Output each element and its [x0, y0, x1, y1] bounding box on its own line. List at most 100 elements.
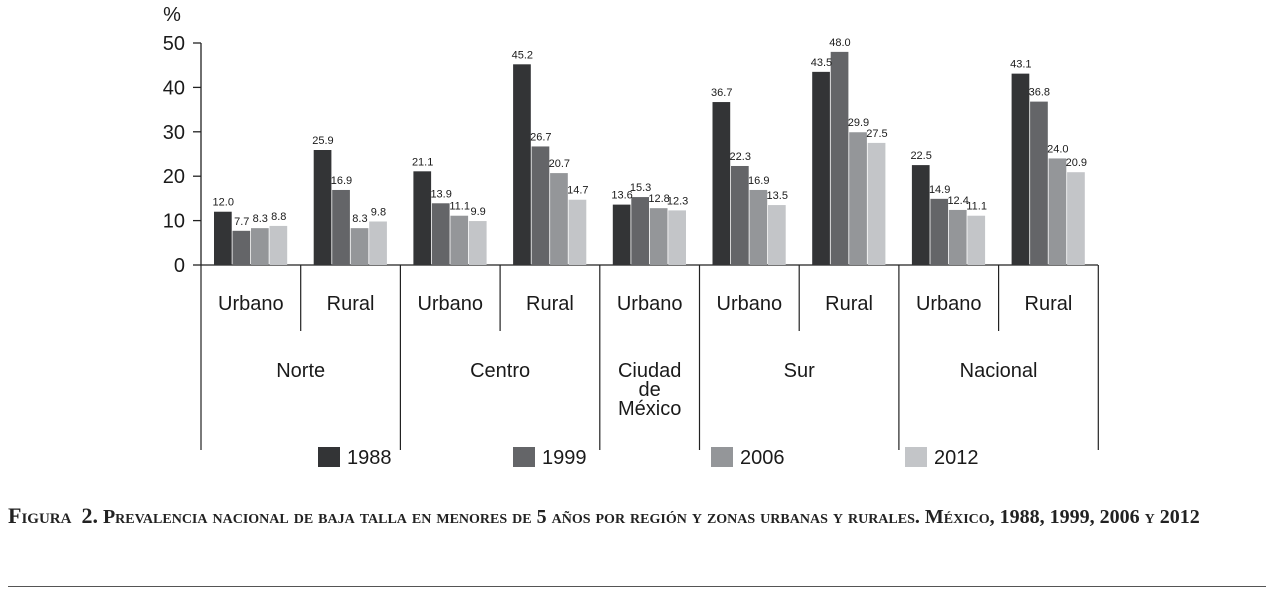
bar-2012 [668, 210, 686, 265]
legend-swatch-1988 [318, 447, 340, 467]
footer-rule [8, 586, 1266, 587]
bar-1999 [631, 197, 649, 265]
value-label: 11.1 [449, 201, 470, 213]
region-label: Ciudad [618, 360, 681, 382]
bar-1988 [911, 165, 930, 265]
bar-2012 [967, 215, 986, 265]
zone-label: Urbano [717, 293, 783, 315]
caption-text: Prevalencia nacional de baja talla en me… [102, 506, 1200, 528]
value-label: 9.8 [371, 206, 386, 218]
value-label: 8.3 [253, 213, 268, 225]
legend-label: 1999 [542, 447, 587, 469]
legend-swatch-2012 [905, 447, 927, 467]
bar-1988 [513, 64, 531, 265]
zone-label: Urbano [916, 293, 982, 315]
legend-label: 1988 [347, 447, 392, 469]
value-label: 21.1 [412, 156, 433, 168]
value-label: 8.3 [352, 213, 367, 225]
zone-label: Urbano [617, 293, 683, 315]
category-labels: Urbano Rural Urbano Rural Urbano Urbano Rural U… [218, 293, 1072, 420]
bar-1999 [332, 189, 350, 265]
bar-1988 [313, 150, 332, 265]
bar-1988 [413, 171, 432, 265]
bar-1999 [930, 198, 949, 265]
y-tick-label: 40 [163, 77, 185, 99]
value-label: 43.5 [811, 57, 832, 69]
figure-caption: Figura 2. Prevalencia nacional de baja t… [8, 500, 1266, 533]
value-labels: 12.07.7 8.3 8.825.916.98.39.821.113.911.1 9… [213, 37, 1088, 228]
legend-label: 2012 [934, 447, 979, 469]
zone-label: Urbano [417, 293, 483, 315]
bar-2012 [369, 221, 387, 265]
y-axis-label: % [163, 4, 181, 26]
value-label: 9.9 [471, 206, 486, 218]
value-label: 26.7 [530, 131, 551, 143]
bar-1988 [812, 71, 830, 265]
bar-2012 [768, 205, 786, 265]
value-label: 24.0 [1047, 143, 1068, 155]
value-label: 22.5 [910, 150, 931, 162]
bar-1999 [232, 230, 251, 265]
value-label: 14.7 [567, 185, 588, 197]
bar-2006 [849, 132, 867, 265]
zone-label: Rural [327, 293, 375, 315]
value-label: 14.9 [929, 184, 950, 196]
bar-1988 [1011, 73, 1030, 265]
bar-2006 [1048, 158, 1067, 265]
bar-2006 [350, 228, 369, 265]
value-label: 7.7 [234, 216, 249, 228]
value-label: 8.8 [271, 211, 286, 223]
value-label: 13.6 [611, 190, 632, 202]
value-label: 36.7 [711, 87, 732, 99]
y-tick-label: 50 [163, 33, 185, 55]
bar-2006 [450, 215, 469, 265]
value-label: 36.8 [1029, 87, 1050, 99]
y-tick-label: 0 [174, 255, 185, 277]
value-label: 12.0 [213, 197, 234, 209]
value-label: 12.4 [947, 195, 968, 207]
region-label: Centro [470, 360, 530, 382]
axes: 0 10 20 30 40 50% [163, 4, 1099, 450]
bar-2012 [468, 221, 487, 265]
bar-2006 [649, 208, 668, 265]
bar-1999 [1030, 101, 1048, 265]
bar-2012 [867, 142, 886, 265]
zone-label: Urbano [218, 293, 284, 315]
bar-2006 [948, 209, 967, 265]
legend: 1988 1999 2006 2012 [318, 447, 979, 469]
region-label: Norte [276, 360, 325, 382]
value-label: 12.8 [648, 193, 669, 205]
value-label: 27.5 [866, 128, 887, 140]
value-label: 20.7 [549, 158, 570, 170]
value-label: 25.9 [312, 135, 333, 147]
y-tick-label: 20 [163, 166, 185, 188]
bar-2012 [1067, 172, 1085, 265]
bar-1988 [712, 102, 731, 265]
y-tick-label: 30 [163, 122, 185, 144]
legend-swatch-2006 [711, 447, 733, 467]
zone-label: Rural [825, 293, 873, 315]
bar-2012 [568, 199, 587, 265]
y-tick-label: 10 [163, 211, 185, 233]
caption-number: 2. [81, 503, 98, 528]
value-label: 20.9 [1066, 157, 1087, 169]
region-label: de [639, 379, 661, 401]
bar-2006 [251, 228, 269, 265]
value-label: 16.9 [331, 175, 352, 187]
zone-label: Rural [526, 293, 574, 315]
bar-2012 [269, 225, 288, 265]
bar-1988 [214, 211, 232, 265]
bar-1999 [731, 165, 749, 265]
value-label: 45.2 [512, 49, 533, 61]
caption-prefix: Figura [8, 503, 72, 528]
legend-swatch-1999 [513, 447, 535, 467]
bars [214, 51, 1085, 265]
bar-2006 [749, 189, 768, 265]
value-label: 43.1 [1010, 59, 1031, 71]
value-label: 11.1 [966, 201, 987, 213]
bar-1999 [431, 203, 450, 265]
region-label: México [618, 398, 681, 420]
value-label: 16.9 [748, 175, 769, 187]
value-label: 48.0 [829, 37, 850, 49]
